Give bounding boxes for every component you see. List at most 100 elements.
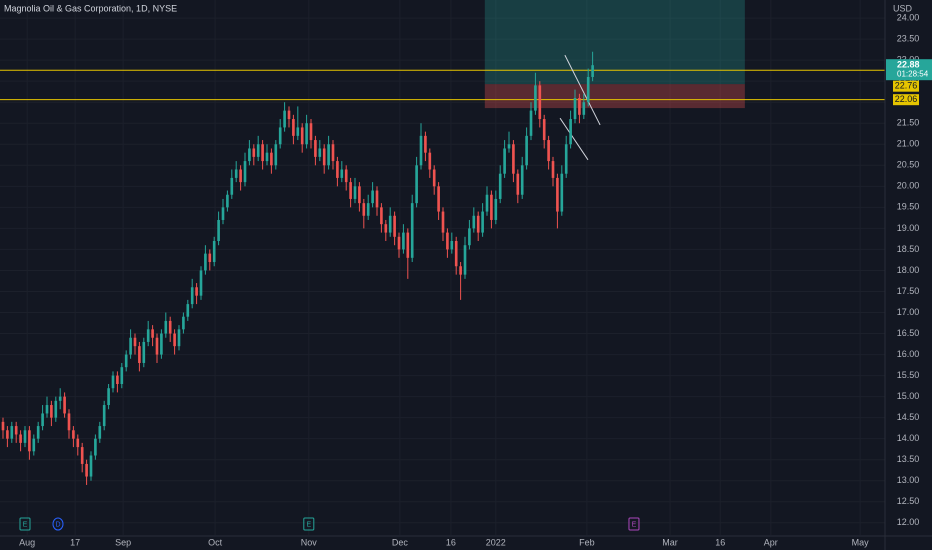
- y-tick-label: 13.00: [897, 475, 920, 485]
- candle-body: [573, 97, 577, 120]
- candle-body: [151, 329, 154, 338]
- x-tick-label: Sep: [115, 537, 131, 547]
- candle-body: [243, 161, 247, 183]
- y-tick-label: 18.00: [897, 265, 920, 275]
- candle-body: [318, 148, 322, 157]
- candle-body: [375, 190, 379, 208]
- position-target-zone: [484, 0, 745, 85]
- candle-body: [397, 236, 401, 250]
- candle-body: [41, 413, 44, 427]
- candle-body: [569, 119, 572, 145]
- candle-body: [274, 144, 278, 166]
- candle-body: [217, 219, 220, 242]
- y-tick-label: 15.00: [897, 391, 920, 401]
- candle-body: [111, 375, 115, 389]
- x-tick-label: Dec: [392, 537, 409, 547]
- candle-body: [424, 135, 427, 153]
- candle-body: [14, 426, 18, 435]
- candle-body: [186, 304, 190, 317]
- candle-body: [45, 405, 49, 414]
- candle-body: [58, 396, 62, 401]
- chart-title: Magnolia Oil & Gas Corporation, 1D, NYSE: [4, 3, 177, 13]
- x-tick-label: Nov: [301, 537, 318, 547]
- y-tick-label: 24.00: [897, 12, 920, 22]
- x-tick-label: Oct: [208, 537, 223, 547]
- candle-body: [23, 430, 27, 443]
- candle-body: [450, 241, 454, 250]
- candle-body: [525, 135, 528, 166]
- candle-body: [124, 354, 128, 368]
- candle-body: [551, 161, 555, 178]
- candle-body: [388, 215, 392, 233]
- candle-body: [476, 215, 480, 233]
- candle-body: [85, 463, 88, 477]
- candle-body: [248, 148, 251, 162]
- candle-body: [67, 413, 71, 431]
- candle-body: [494, 198, 498, 220]
- candle-body: [234, 169, 238, 178]
- candle-body: [428, 152, 432, 170]
- countdown: 01:28:54: [897, 69, 929, 78]
- x-tick-label: Feb: [579, 537, 595, 547]
- candle-body: [358, 186, 361, 204]
- candle-body: [177, 329, 181, 347]
- candle-body: [556, 177, 559, 212]
- candle-body: [586, 76, 590, 103]
- candle-body: [498, 173, 502, 199]
- x-tick-label: Apr: [764, 537, 778, 547]
- position-stop-zone: [484, 84, 745, 109]
- candle-body: [32, 438, 36, 452]
- candle-body: [195, 287, 198, 296]
- y-tick-label: 19.50: [897, 202, 920, 212]
- candle-body: [322, 148, 326, 166]
- hline-label: 22.76: [895, 81, 918, 91]
- candle-body: [102, 405, 106, 427]
- candle-body: [463, 245, 467, 275]
- y-tick-label: 16.50: [897, 328, 920, 338]
- candle-body: [512, 144, 515, 174]
- candle-body: [331, 144, 335, 162]
- candle-body: [446, 232, 449, 250]
- candle-body: [538, 85, 542, 120]
- candle-body: [116, 375, 119, 385]
- event-label: E: [23, 521, 28, 528]
- x-tick-label: Aug: [19, 537, 35, 547]
- candle-body: [336, 161, 339, 178]
- y-tick-label: 18.50: [897, 244, 920, 254]
- candle-body: [406, 232, 410, 258]
- candle-body: [164, 320, 168, 334]
- candle-body: [349, 182, 352, 199]
- candle-body: [402, 232, 405, 250]
- candle-body: [516, 173, 520, 195]
- y-tick-label: 23.50: [897, 33, 920, 43]
- candle-body: [503, 148, 506, 174]
- event-marker: [628, 517, 640, 531]
- y-tick-label: 12.50: [897, 496, 920, 506]
- candle-body: [252, 148, 256, 157]
- candle-body: [529, 110, 533, 136]
- y-tick-label: 16.00: [897, 349, 920, 359]
- candle-body: [353, 186, 357, 199]
- y-tick-label: 14.00: [897, 433, 920, 443]
- candle-body: [6, 430, 9, 439]
- y-tick-label: 12.00: [897, 517, 920, 527]
- candle-body: [208, 253, 212, 263]
- candle-body: [19, 434, 22, 443]
- event-label: E: [632, 521, 637, 528]
- candle-body: [168, 320, 172, 334]
- candle-body: [380, 207, 383, 225]
- candle-body: [199, 270, 203, 296]
- candle-body: [314, 140, 317, 157]
- candle-body: [54, 400, 58, 418]
- candle-body: [371, 190, 374, 204]
- candle-body: [490, 194, 493, 220]
- event-marker: [303, 517, 315, 531]
- candle-body: [327, 144, 330, 166]
- candle-body: [190, 287, 194, 305]
- candle-body: [309, 123, 313, 141]
- candle-body: [578, 97, 581, 115]
- x-tick-label: 2022: [486, 537, 506, 547]
- hline-label-box: [893, 80, 919, 92]
- candle-body: [340, 169, 344, 178]
